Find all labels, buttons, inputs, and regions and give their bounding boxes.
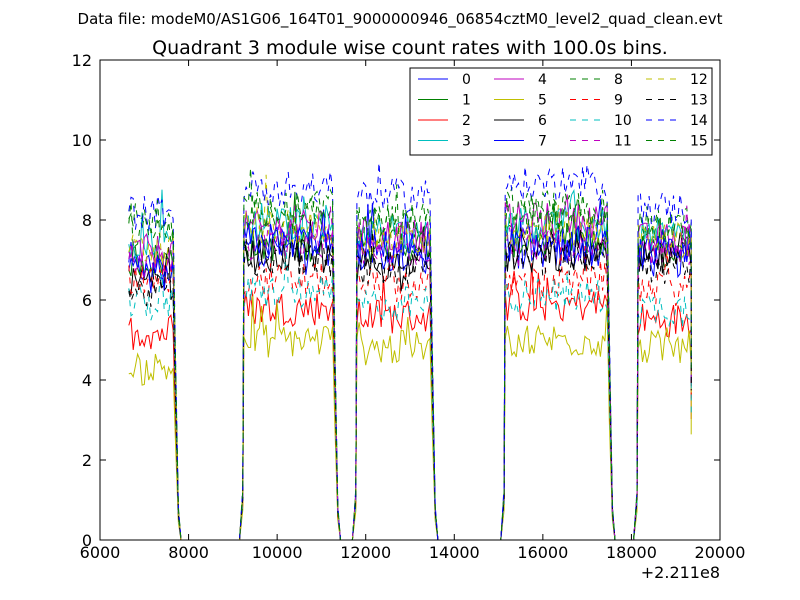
x-tick-label: 12000 bbox=[340, 543, 391, 562]
x-tick-label: 18000 bbox=[606, 543, 657, 562]
legend-label: 4 bbox=[538, 72, 547, 88]
y-tick-label: 12 bbox=[72, 51, 92, 70]
legend-label: 6 bbox=[538, 113, 547, 129]
legend-label: 14 bbox=[690, 113, 708, 129]
legend-label: 11 bbox=[614, 134, 632, 150]
legend-label: 12 bbox=[690, 72, 708, 88]
legend-label: 5 bbox=[538, 93, 547, 109]
legend-label: 7 bbox=[538, 134, 547, 150]
x-offset-label: +2.211e8 bbox=[641, 563, 720, 582]
x-tick-label: 8000 bbox=[168, 543, 209, 562]
legend-label: 13 bbox=[690, 93, 708, 109]
chart-title: Quadrant 3 module wise count rates with … bbox=[152, 37, 668, 59]
legend-box bbox=[410, 68, 712, 155]
y-tick-label: 6 bbox=[82, 291, 92, 310]
y-tick-label: 8 bbox=[82, 211, 92, 230]
legend-label: 10 bbox=[614, 113, 632, 129]
y-tick-label: 2 bbox=[82, 451, 92, 470]
legend-label: 15 bbox=[690, 134, 708, 150]
legend-label: 3 bbox=[462, 134, 471, 150]
x-tick-label: 14000 bbox=[429, 543, 480, 562]
figure-suptitle: Data file: modeM0/AS1G06_164T01_90000009… bbox=[78, 10, 723, 29]
x-tick-label: 16000 bbox=[517, 543, 568, 562]
x-tick-label: 20000 bbox=[695, 543, 746, 562]
y-tick-label: 0 bbox=[82, 531, 92, 550]
x-tick-label: 10000 bbox=[252, 543, 303, 562]
legend-label: 0 bbox=[462, 72, 471, 88]
legend-label: 8 bbox=[614, 72, 623, 88]
y-tick-label: 4 bbox=[82, 371, 92, 390]
legend-label: 1 bbox=[462, 93, 471, 109]
y-tick-label: 10 bbox=[72, 131, 92, 150]
legend-label: 9 bbox=[614, 93, 623, 109]
legend-label: 2 bbox=[462, 113, 471, 129]
